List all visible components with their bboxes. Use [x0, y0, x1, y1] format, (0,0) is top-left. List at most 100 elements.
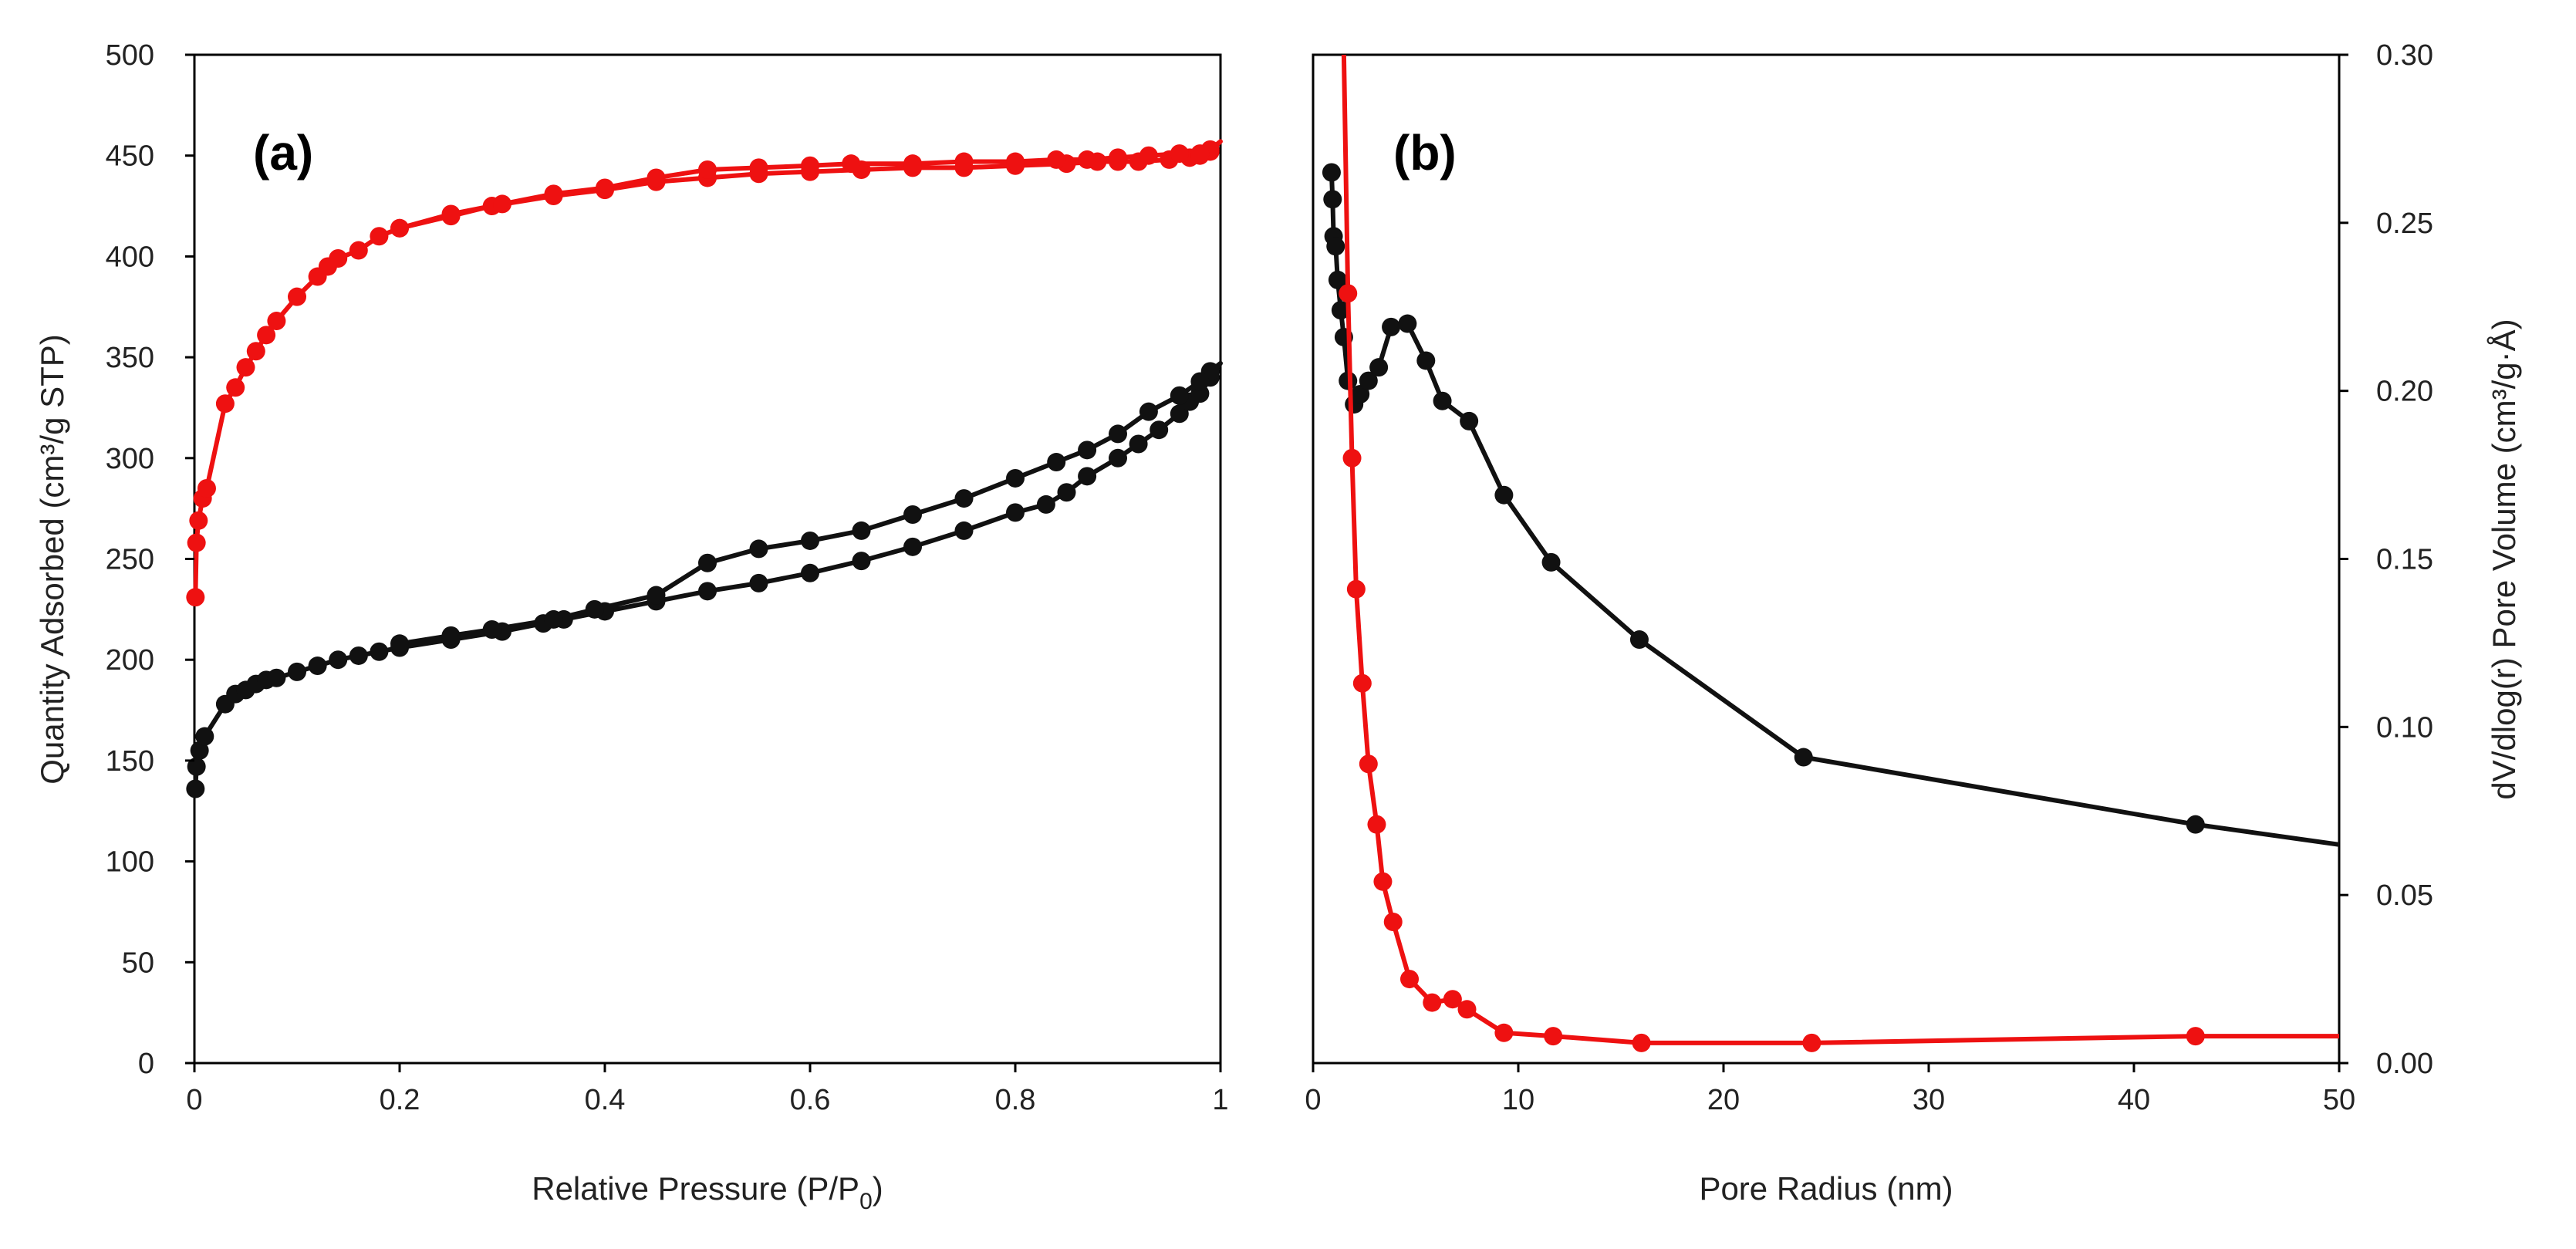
data-point [1494, 485, 1514, 505]
x-tick-label: 0 [186, 1084, 202, 1116]
y-tick-label: 50 [122, 947, 154, 979]
data-point [1150, 420, 1169, 440]
y-tick-label: 450 [106, 140, 154, 173]
y-tick-label: 350 [106, 342, 154, 374]
data-point [903, 505, 922, 524]
panel-b-series-group [1322, 54, 2340, 1052]
series-line [1341, 54, 2339, 1045]
data-point [308, 657, 327, 676]
data-point [1047, 150, 1066, 169]
data-point [1369, 358, 1389, 377]
data-point [1170, 386, 1189, 405]
y-tick-label: 200 [106, 644, 154, 677]
data-point [852, 521, 871, 540]
data-point [647, 586, 666, 605]
x-tick-label: 0 [1305, 1084, 1321, 1116]
data-point [441, 204, 461, 224]
panel-b-label: (b) [1393, 125, 1457, 181]
data-point [189, 511, 208, 530]
y-tick-label: 0.20 [2376, 376, 2433, 408]
series-line [193, 360, 1223, 789]
y-tick-label: 500 [106, 39, 154, 72]
x-tick-label: 30 [1913, 1084, 1945, 1116]
data-point [1544, 1027, 1563, 1046]
series-line [193, 139, 1223, 598]
y-tick-label: 250 [106, 544, 154, 576]
x-tick-label: 0.6 [790, 1084, 831, 1116]
series-1 [1339, 54, 2339, 1052]
data-point [1006, 468, 1025, 488]
data-point [1342, 448, 1362, 468]
data-point [749, 573, 768, 592]
x-tick-label: 0.2 [380, 1084, 420, 1116]
data-point [801, 156, 819, 175]
data-point [842, 154, 861, 174]
data-point [1006, 503, 1025, 522]
panel-a-y-axis-label: Quantity Adsorbed (cm³/g STP) [34, 334, 70, 785]
data-point [186, 779, 205, 798]
data-point [1802, 1033, 1821, 1052]
panel-b-plot-frame [1312, 53, 2341, 1065]
data-point [1036, 495, 1055, 514]
data-point [226, 378, 245, 397]
data-point [236, 358, 255, 377]
data-point [1352, 673, 1372, 693]
data-point [186, 588, 205, 607]
data-point [903, 154, 922, 174]
data-point [1078, 150, 1097, 169]
data-point [441, 626, 461, 645]
data-point [954, 521, 974, 540]
data-point [1170, 404, 1189, 424]
data-point [585, 599, 604, 619]
x-tick-label: 10 [1502, 1084, 1534, 1116]
series-1 [186, 360, 1223, 798]
data-point [1494, 1023, 1514, 1042]
data-point [1794, 748, 1813, 767]
y-tick-label: 300 [106, 443, 154, 475]
data-point [1433, 391, 1452, 410]
panel-a-series-group [186, 139, 1223, 798]
data-point [1323, 190, 1342, 209]
data-point [1373, 872, 1393, 891]
x-tick-label: 1 [1212, 1084, 1228, 1116]
data-point [1190, 144, 1210, 164]
panel-a-x-ticks: 0 0.2 0.4 0.6 0.8 1 [186, 1063, 1229, 1116]
data-point [1109, 148, 1127, 167]
data-point [1326, 237, 1345, 256]
data-point [246, 342, 265, 361]
panel-a-label: (a) [253, 125, 313, 181]
panel-b-pore-size-distribution: 0 10 20 30 40 50 0.00 0.05 0.10 0.15 0.20 0.25 0.30… [1305, 39, 2522, 1207]
data-point [1400, 970, 1420, 989]
data-point [801, 563, 819, 582]
data-point [288, 287, 306, 306]
data-point [647, 168, 666, 187]
y-tick-label: 400 [106, 241, 154, 273]
x-tick-label: 0.8 [995, 1084, 1036, 1116]
data-point [187, 757, 206, 776]
x-tick-label: 40 [2118, 1084, 2150, 1116]
data-point [1078, 467, 1097, 486]
data-point [257, 326, 276, 345]
data-point [1629, 630, 1649, 650]
data-point [493, 194, 511, 214]
data-point [1457, 1000, 1477, 1019]
data-point [1109, 424, 1127, 444]
data-point [1322, 163, 1341, 182]
data-point [1057, 483, 1076, 502]
data-point [698, 553, 717, 572]
data-point [1170, 144, 1189, 164]
series-0 [1322, 163, 2340, 847]
panel-b-y-ticks: 0.00 0.05 0.10 0.15 0.20 0.25 0.30 [2339, 39, 2433, 1080]
data-point [1632, 1033, 1651, 1052]
data-point [215, 394, 235, 414]
panel-a-adsorption-isotherm: 0 0.2 0.4 0.6 0.8 1 0 50 100 150 200 250 300 350 400 4… [34, 39, 1229, 1214]
x-tick-label: 50 [2323, 1084, 2355, 1116]
data-point [267, 668, 286, 687]
y-tick-label: 0 [138, 1048, 154, 1080]
panel-a-y-ticks: 0 50 100 150 200 250 300 350 400 450 500 [106, 39, 194, 1080]
data-point [801, 531, 819, 550]
data-point [544, 609, 563, 629]
data-point [1129, 434, 1148, 454]
data-point [1339, 284, 1358, 303]
